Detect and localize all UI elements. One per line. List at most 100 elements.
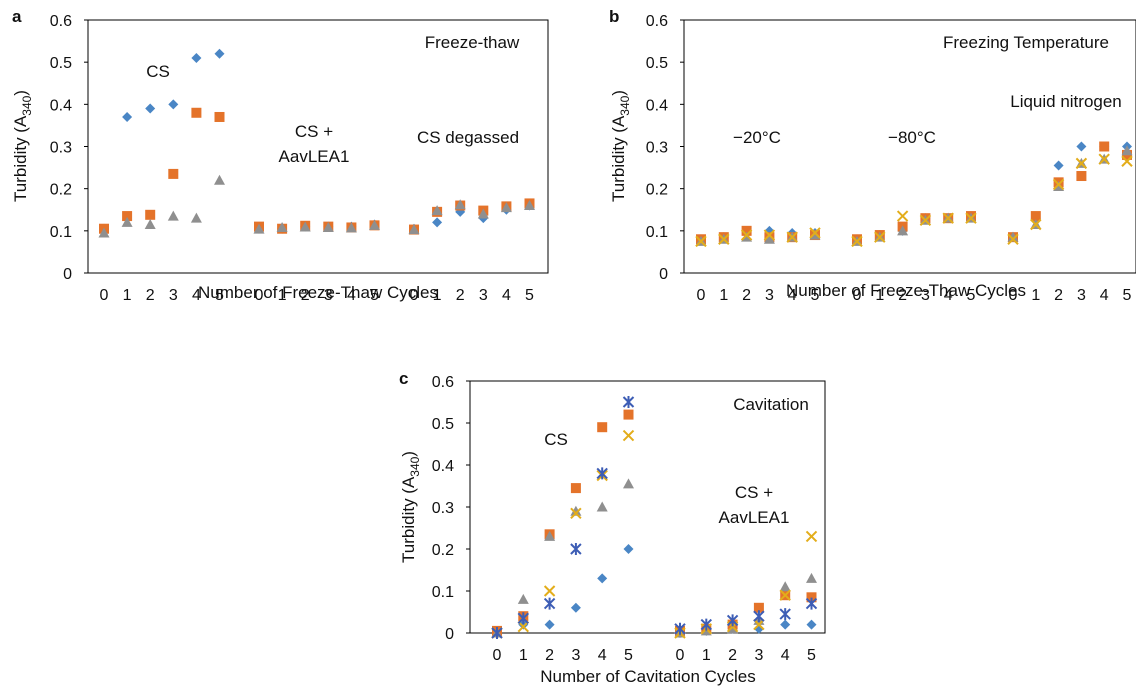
- x-tick-label: 2: [456, 287, 465, 304]
- x-tick-label: 1: [1031, 287, 1040, 304]
- x-tick-label: 2: [545, 647, 554, 664]
- data-point-triangle: [763, 233, 775, 244]
- data-point-diamond: [122, 111, 133, 122]
- y-axis-title: Turbidity (A340): [11, 90, 34, 202]
- data-point-star: [700, 618, 713, 631]
- data-point-diamond: [432, 217, 443, 228]
- y-axis-title-main: Turbidity (A: [609, 115, 628, 202]
- data-point-square: [122, 211, 133, 222]
- data-point-star: [622, 396, 635, 408]
- y-axis-title-main: Turbidity (A: [11, 115, 30, 202]
- x-tick-label: 0: [697, 287, 706, 304]
- x-tick-label: 5: [624, 647, 633, 664]
- data-point-square: [1099, 141, 1110, 152]
- data-point-x: [1030, 218, 1042, 231]
- data-point-triangle: [144, 219, 156, 230]
- y-tick-label: 0.3: [646, 140, 668, 157]
- data-point-triangle: [596, 501, 608, 512]
- data-point-x: [543, 585, 556, 597]
- data-point-square: [1076, 171, 1087, 182]
- data-point-diamond: [780, 619, 791, 630]
- data-point-square: [214, 111, 225, 122]
- data-point-x: [753, 618, 765, 631]
- data-point-x: [517, 620, 530, 633]
- y-axis-title-sub: 340: [408, 456, 422, 476]
- data-point-x: [1075, 157, 1088, 170]
- data-point-triangle: [345, 222, 357, 233]
- data-point-triangle: [1007, 231, 1019, 242]
- data-point-square: [623, 409, 634, 420]
- data-point-x: [786, 231, 798, 243]
- data-point-square: [145, 209, 156, 220]
- series-triangle: [491, 478, 817, 638]
- x-tick-label: 3: [571, 647, 580, 664]
- panel-letter: a: [12, 7, 22, 26]
- x-tick-label: 2: [742, 287, 751, 304]
- data-point-diamond: [145, 103, 156, 114]
- data-point-star: [674, 622, 686, 635]
- data-point-diamond: [1076, 141, 1087, 152]
- x-tick-label: 0: [676, 647, 685, 664]
- data-point-triangle: [276, 221, 288, 232]
- data-point-triangle: [214, 174, 225, 185]
- series-triangle: [98, 174, 535, 238]
- x-tick-label: 5: [967, 287, 976, 304]
- data-point-x: [809, 227, 821, 239]
- x-tick-label: 1: [433, 287, 442, 304]
- data-point-diamond: [570, 602, 581, 613]
- x-tick-label: 2: [301, 287, 310, 304]
- data-point-square: [741, 225, 752, 236]
- y-tick-label: 0.3: [432, 500, 454, 517]
- x-tick-label: 3: [479, 287, 488, 304]
- series-square: [696, 141, 1132, 245]
- data-point-diamond: [191, 52, 202, 63]
- x-tick-label: 1: [875, 287, 884, 304]
- series-x: [491, 429, 818, 639]
- chart-annotation: CS +: [735, 483, 773, 502]
- data-point-star: [753, 610, 765, 623]
- y-tick-label: 0.1: [646, 224, 668, 241]
- y-tick-label: 0.5: [50, 55, 72, 72]
- data-point-x: [874, 231, 886, 243]
- x-tick-label: 2: [1054, 287, 1063, 304]
- x-tick-label: 5: [215, 287, 224, 304]
- data-point-x: [919, 214, 932, 226]
- data-point-triangle: [806, 572, 817, 583]
- y-axis-title-close: ): [11, 90, 30, 96]
- x-tick-label: 3: [169, 287, 178, 304]
- y-tick-label: 0.4: [646, 97, 668, 114]
- data-point-diamond: [806, 619, 817, 630]
- series-diamond: [492, 544, 817, 638]
- data-point-x: [942, 212, 954, 224]
- data-point-triangle: [322, 221, 334, 232]
- x-tick-label: 4: [598, 647, 607, 664]
- x-tick-label: 4: [502, 287, 511, 304]
- y-axis-title-close: ): [609, 90, 628, 96]
- data-point-x: [965, 212, 977, 224]
- x-tick-label: 1: [719, 287, 728, 304]
- x-tick-label: 2: [728, 647, 737, 664]
- data-point-square: [1030, 211, 1041, 222]
- x-tick-label: 5: [1123, 287, 1132, 304]
- x-tick-label: 4: [1100, 287, 1109, 304]
- y-tick-label: 0: [63, 266, 72, 283]
- data-point-triangle: [897, 225, 909, 236]
- chart-annotation: −20°C: [733, 128, 781, 147]
- x-tick-label: 0: [493, 647, 502, 664]
- y-axis-title-sub: 340: [20, 95, 34, 115]
- x-tick-label: 0: [410, 287, 419, 304]
- data-point-triangle: [167, 210, 179, 221]
- data-point-star: [726, 614, 739, 627]
- data-point-triangle: [1121, 145, 1133, 156]
- chart-annotation: CS degassed: [417, 128, 519, 147]
- chart-annotation: Freezing Temperature: [943, 33, 1109, 52]
- x-tick-label: 3: [754, 647, 763, 664]
- data-point-triangle: [524, 200, 535, 211]
- y-tick-label: 0: [659, 266, 668, 283]
- data-point-square: [191, 107, 202, 118]
- data-point-star: [543, 597, 556, 610]
- x-axis-title: Number of Freeze-Thaw Cycles: [198, 283, 438, 302]
- y-axis-title-main: Turbidity (A: [399, 476, 418, 563]
- y-axis-title-sub: 340: [618, 95, 632, 115]
